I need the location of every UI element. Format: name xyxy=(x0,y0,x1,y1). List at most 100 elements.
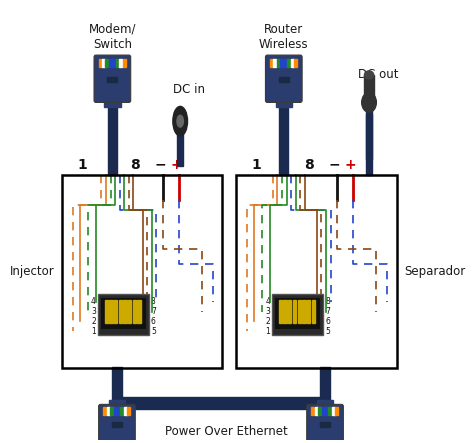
Text: Modem/
Switch: Modem/ Switch xyxy=(89,23,136,51)
Text: 2: 2 xyxy=(91,317,96,326)
Text: 1: 1 xyxy=(265,327,270,336)
Text: 2: 2 xyxy=(265,317,270,326)
Bar xyxy=(102,59,105,67)
Bar xyxy=(279,77,289,82)
Bar xyxy=(109,400,125,408)
FancyBboxPatch shape xyxy=(307,404,343,443)
Bar xyxy=(311,407,314,415)
Bar xyxy=(99,59,101,67)
Text: 8: 8 xyxy=(130,158,140,171)
Bar xyxy=(177,111,183,166)
Bar xyxy=(332,407,335,415)
FancyBboxPatch shape xyxy=(99,404,135,443)
Bar xyxy=(320,422,330,427)
Bar xyxy=(365,75,374,102)
Bar xyxy=(62,175,222,368)
Text: DC out: DC out xyxy=(358,68,399,82)
Bar xyxy=(104,101,120,107)
Bar xyxy=(117,407,120,415)
FancyBboxPatch shape xyxy=(265,55,302,102)
Bar xyxy=(283,300,287,323)
Bar xyxy=(302,300,306,323)
Bar xyxy=(321,407,325,415)
Bar xyxy=(123,59,126,67)
Bar xyxy=(315,407,318,415)
Bar xyxy=(279,101,288,175)
Bar xyxy=(280,59,283,67)
Bar xyxy=(279,300,282,323)
Text: 8: 8 xyxy=(325,297,330,306)
Bar xyxy=(320,367,329,402)
Ellipse shape xyxy=(177,115,183,127)
Bar xyxy=(137,300,141,323)
Text: 4: 4 xyxy=(265,297,270,306)
Bar xyxy=(277,59,280,67)
Text: 7: 7 xyxy=(151,307,156,316)
Bar xyxy=(108,77,118,82)
Text: Separador: Separador xyxy=(404,265,465,278)
Bar xyxy=(275,101,292,107)
Bar xyxy=(298,300,301,323)
Bar xyxy=(112,367,121,402)
Bar xyxy=(127,407,130,415)
Bar xyxy=(294,59,297,67)
Text: −: − xyxy=(328,158,340,171)
Text: 3: 3 xyxy=(91,307,96,316)
Text: 5: 5 xyxy=(325,327,330,336)
Bar xyxy=(103,407,106,415)
Ellipse shape xyxy=(365,71,374,79)
Bar xyxy=(366,114,372,175)
Bar xyxy=(124,407,127,415)
Text: 4: 4 xyxy=(91,297,96,306)
Bar xyxy=(275,298,320,329)
Bar xyxy=(325,407,328,415)
Ellipse shape xyxy=(173,106,188,136)
Bar xyxy=(287,59,290,67)
Text: −: − xyxy=(154,158,166,171)
FancyBboxPatch shape xyxy=(94,55,131,102)
Text: +: + xyxy=(171,158,182,171)
Bar xyxy=(291,59,294,67)
Text: 8: 8 xyxy=(305,158,314,171)
Text: 7: 7 xyxy=(325,307,330,316)
Text: 5: 5 xyxy=(151,327,156,336)
Bar xyxy=(112,59,115,67)
Text: +: + xyxy=(345,158,356,171)
Bar xyxy=(108,101,117,175)
Bar xyxy=(317,400,333,408)
Bar xyxy=(109,59,112,67)
Bar xyxy=(270,59,273,67)
Bar xyxy=(366,100,372,159)
Bar xyxy=(133,300,136,323)
Bar xyxy=(128,300,131,323)
Text: 1: 1 xyxy=(251,158,261,171)
Text: 6: 6 xyxy=(151,317,156,326)
Text: Router
Wireless: Router Wireless xyxy=(259,23,309,51)
Bar xyxy=(98,294,148,335)
Bar xyxy=(318,407,321,415)
Bar xyxy=(123,300,127,323)
Text: Injector: Injector xyxy=(10,265,55,278)
Bar xyxy=(307,300,310,323)
Bar xyxy=(113,407,117,415)
Bar xyxy=(311,300,315,323)
Bar xyxy=(273,294,323,335)
Text: 1: 1 xyxy=(77,158,87,171)
Bar xyxy=(236,175,397,368)
Ellipse shape xyxy=(362,93,376,113)
Bar xyxy=(105,300,108,323)
Bar xyxy=(119,59,122,67)
Bar xyxy=(112,422,122,427)
Bar xyxy=(328,407,331,415)
Text: 1: 1 xyxy=(91,327,96,336)
Bar xyxy=(116,59,119,67)
Bar xyxy=(284,59,287,67)
Bar xyxy=(109,300,112,323)
Text: 6: 6 xyxy=(325,317,330,326)
Bar xyxy=(117,397,325,409)
Bar xyxy=(335,407,338,415)
Bar xyxy=(288,300,292,323)
Bar xyxy=(118,300,122,323)
Bar xyxy=(273,59,276,67)
Bar xyxy=(101,298,146,329)
